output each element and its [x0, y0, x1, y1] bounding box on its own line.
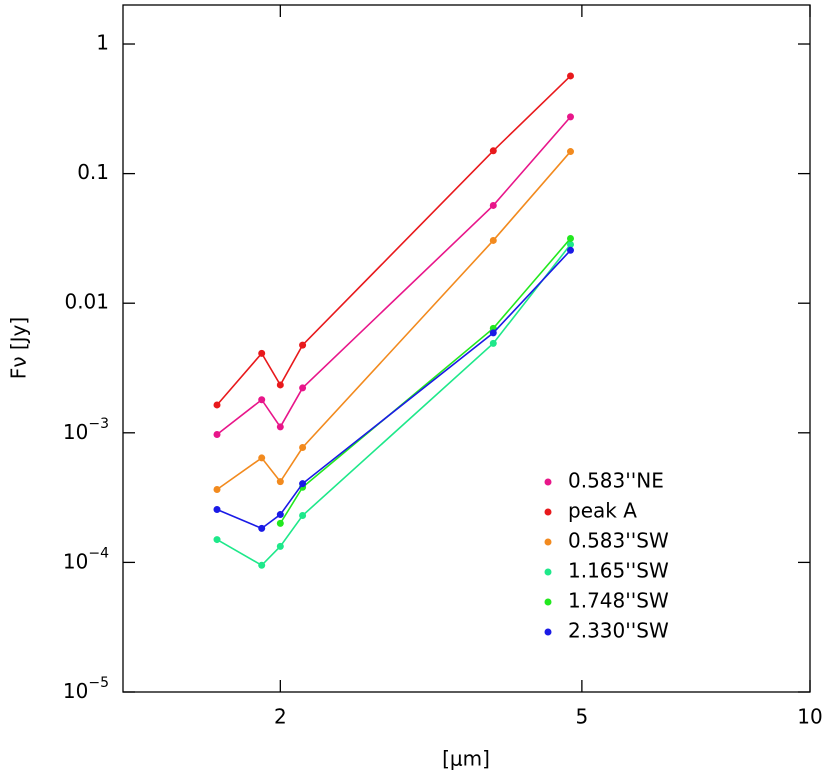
- data-point: [299, 341, 307, 349]
- legend-label: 1.748''SW: [568, 589, 669, 613]
- data-point: [213, 536, 221, 544]
- series-line: [279, 237, 572, 524]
- y-tick-label: 10−5: [63, 675, 109, 703]
- data-point: [299, 480, 307, 488]
- data-point: [258, 454, 266, 462]
- legend-marker: [544, 598, 552, 606]
- data-point: [276, 478, 284, 486]
- y-tick-label: 0.1: [77, 160, 109, 184]
- legend-marker: [544, 628, 552, 636]
- data-point: [276, 519, 284, 527]
- legend-label: 0.583''SW: [568, 529, 669, 553]
- y-tick-label: 0.01: [64, 290, 109, 314]
- data-point: [276, 423, 284, 431]
- x-tick-label: 10: [797, 705, 822, 729]
- data-point: [566, 240, 574, 248]
- data-point: [299, 384, 307, 392]
- series-line: [216, 249, 572, 530]
- data-point: [489, 236, 497, 244]
- series-line: [216, 75, 572, 406]
- data-point: [258, 524, 266, 532]
- plot-frame: [122, 4, 811, 693]
- data-point: [276, 542, 284, 550]
- data-point: [489, 329, 497, 337]
- data-point: [213, 486, 221, 494]
- legend-label: 1.165''SW: [568, 559, 669, 583]
- x-tick-label: 2: [274, 705, 287, 729]
- data-point: [489, 147, 497, 155]
- data-point: [566, 113, 574, 121]
- data-point: [213, 401, 221, 409]
- legend-marker: [544, 538, 552, 546]
- x-axis-label: [μm]: [442, 747, 490, 771]
- series-line: [216, 243, 572, 567]
- data-point: [258, 349, 266, 357]
- y-axis-label: Fν [Jy]: [7, 317, 31, 379]
- x-tick-label: 5: [576, 705, 589, 729]
- legend-marker: [544, 478, 552, 486]
- legend-marker: [544, 508, 552, 516]
- legend-label: 0.583''NE: [568, 469, 664, 493]
- data-point: [276, 381, 284, 389]
- data-point: [566, 234, 574, 242]
- y-tick-label: 1: [96, 31, 109, 55]
- data-point: [299, 444, 307, 452]
- legend-marker: [544, 568, 552, 576]
- data-point: [258, 561, 266, 569]
- series-line: [216, 151, 572, 491]
- data-point: [299, 512, 307, 520]
- y-tick-label: 10−4: [63, 545, 109, 573]
- y-tick-label: 10−3: [63, 416, 109, 444]
- data-point: [213, 505, 221, 513]
- data-point: [566, 246, 574, 254]
- data-point: [258, 396, 266, 404]
- data-point: [489, 201, 497, 209]
- data-point: [276, 511, 284, 519]
- legend-label: 2.330''SW: [568, 619, 669, 643]
- data-point: [566, 148, 574, 156]
- data-point: [489, 339, 497, 347]
- data-point: [566, 72, 574, 80]
- data-point: [213, 431, 221, 439]
- legend-label: peak A: [568, 499, 637, 523]
- series-line: [216, 116, 572, 436]
